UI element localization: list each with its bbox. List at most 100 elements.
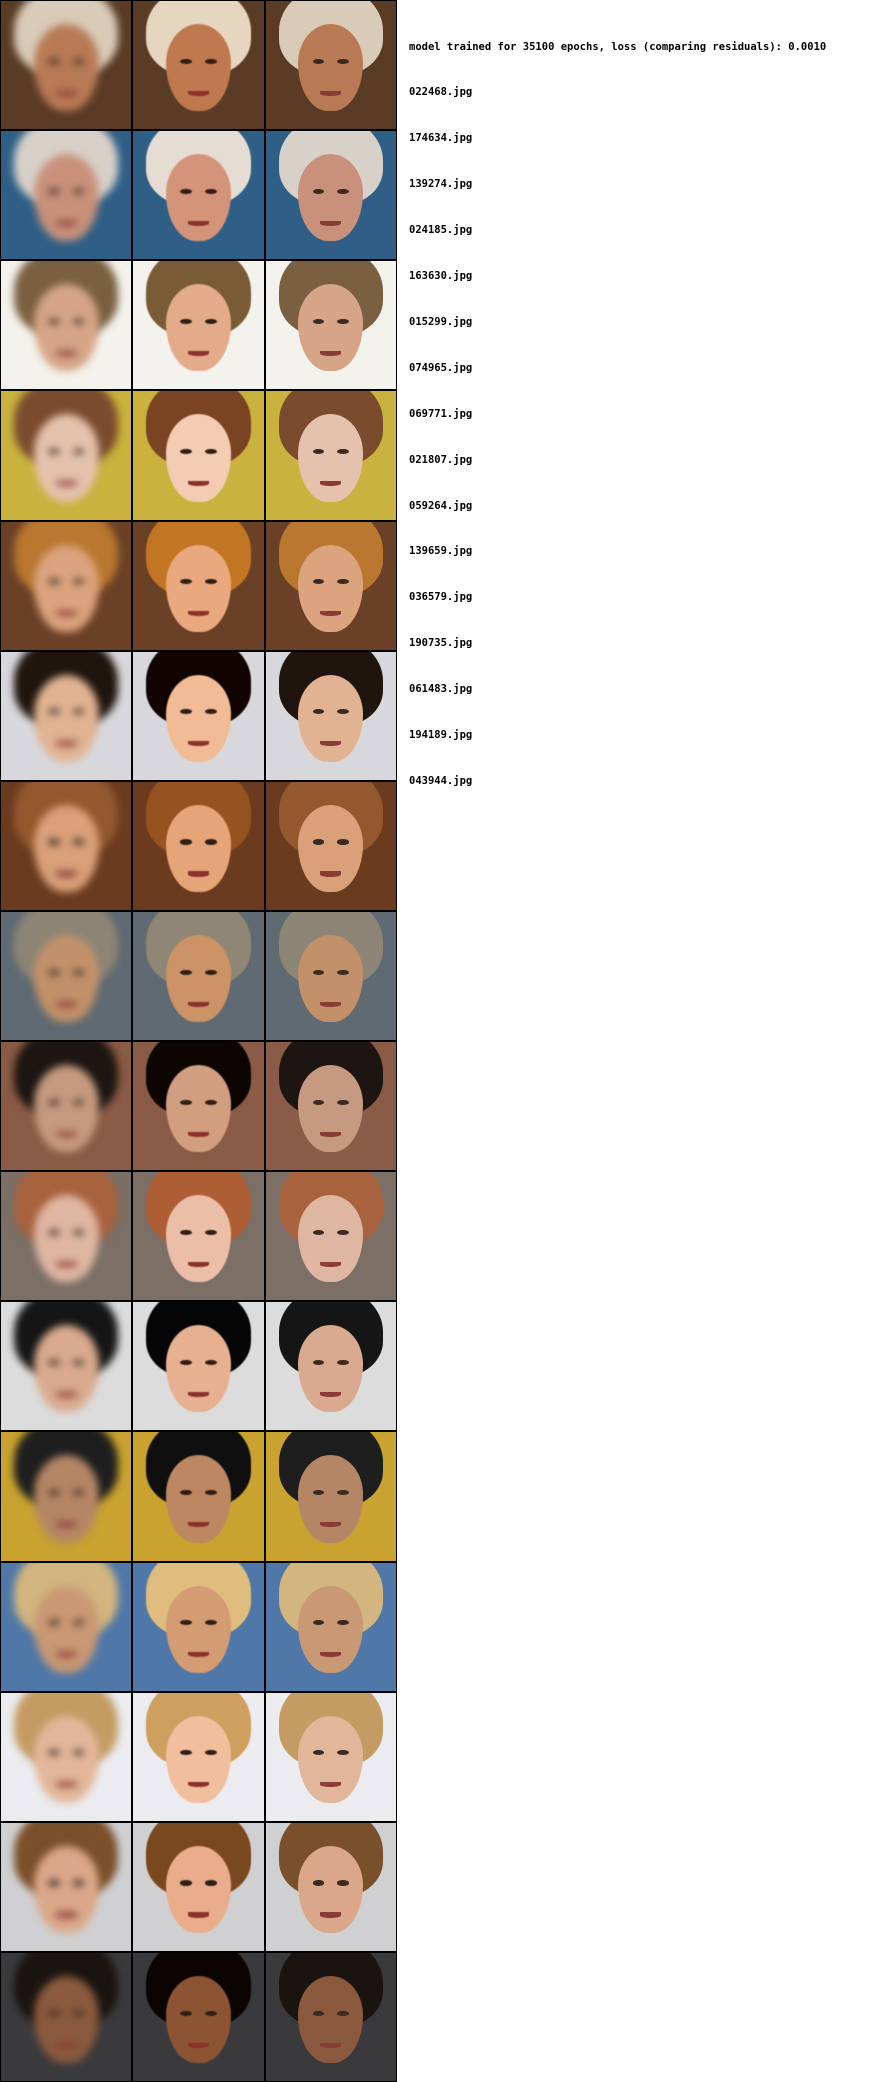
face-region — [165, 154, 232, 242]
face-region — [33, 1455, 99, 1543]
eye-left — [47, 1620, 60, 1626]
eye-right — [205, 188, 217, 194]
mouth — [55, 350, 77, 357]
eye-left — [180, 318, 192, 325]
eye-right — [205, 1750, 217, 1756]
mouth — [55, 481, 77, 487]
face-region — [165, 674, 232, 762]
eye-left — [47, 709, 60, 715]
mouth — [320, 1782, 342, 1788]
mouth — [320, 1912, 342, 1918]
face-image-blur — [1, 1692, 132, 1821]
eye-left — [312, 1229, 325, 1235]
face-image-sharp — [265, 1822, 396, 1951]
eye-right — [72, 1359, 85, 1366]
face-region — [165, 1715, 232, 1803]
face-region — [33, 24, 99, 112]
face-image-mid — [133, 781, 264, 910]
face-region — [165, 414, 232, 502]
eye-right — [72, 839, 85, 845]
eye-right — [337, 579, 350, 585]
face-region — [33, 1195, 99, 1283]
mouth — [188, 350, 209, 357]
face-image-mid — [133, 1562, 264, 1691]
eye-right — [205, 1099, 217, 1105]
eye-left — [312, 709, 325, 715]
mouth — [320, 1261, 342, 1267]
eye-left — [47, 579, 60, 585]
eye-right — [72, 1229, 85, 1235]
eye-right — [337, 318, 350, 325]
face-image-sharp — [265, 1952, 396, 2081]
eye-left — [47, 1359, 60, 1366]
face-image-sharp — [265, 261, 396, 390]
log-filename: 015299.jpg — [409, 315, 473, 328]
eye-left — [47, 188, 60, 194]
mouth — [320, 1131, 342, 1137]
mouth — [55, 1782, 77, 1788]
mouth — [188, 1391, 209, 1398]
mouth — [320, 741, 342, 747]
mouth — [320, 481, 342, 487]
mouth — [55, 90, 77, 96]
eye-right — [72, 969, 85, 975]
face-region — [165, 1845, 232, 1933]
mouth — [320, 1391, 342, 1398]
mouth — [320, 2042, 342, 2048]
log-header: model trained for 35100 epochs, loss (co… — [409, 40, 827, 53]
face-image-sharp — [265, 521, 396, 650]
eye-right — [72, 188, 85, 194]
eye-right — [72, 579, 85, 585]
face-region — [33, 1065, 99, 1153]
mouth — [320, 611, 342, 617]
eye-left — [312, 449, 325, 455]
eye-left — [180, 1099, 192, 1105]
eye-right — [205, 709, 217, 715]
eye-left — [312, 839, 325, 845]
eye-left — [312, 1359, 325, 1366]
eye-left — [180, 1750, 192, 1756]
face-image-sharp — [265, 1432, 396, 1561]
face-image-blur — [1, 1432, 132, 1561]
face-comparison-grid — [0, 0, 397, 2082]
eye-left — [47, 1229, 60, 1235]
face-region — [33, 1715, 99, 1803]
face-region — [165, 1325, 232, 1413]
eye-left — [312, 318, 325, 325]
face-image-blur — [1, 1822, 132, 1951]
eye-left — [180, 579, 192, 585]
eye-right — [72, 318, 85, 325]
eye-right — [205, 1490, 217, 1496]
mouth — [55, 1912, 77, 1918]
face-region — [165, 1065, 232, 1153]
face-image-mid — [133, 1, 264, 130]
face-region — [165, 544, 232, 632]
mouth — [55, 1652, 77, 1658]
mouth — [188, 611, 209, 617]
log-filename: 061483.jpg — [409, 683, 473, 696]
log-filename: 194189.jpg — [409, 728, 473, 741]
eye-right — [337, 188, 350, 194]
face-image-mid — [133, 1042, 264, 1171]
face-image-mid — [133, 391, 264, 520]
face-image-mid — [133, 1952, 264, 2081]
eye-right — [337, 1229, 350, 1235]
eye-right — [337, 1750, 350, 1756]
face-image-mid — [133, 261, 264, 390]
eye-left — [47, 2010, 60, 2016]
face-image-sharp — [265, 131, 396, 260]
face-image-sharp — [265, 1302, 396, 1431]
log-filename: 139659.jpg — [409, 545, 473, 558]
face-region — [298, 1845, 364, 1933]
face-image-blur — [1, 521, 132, 650]
mouth — [188, 2042, 209, 2048]
mouth — [188, 1782, 209, 1788]
eye-left — [47, 1880, 60, 1886]
eye-left — [312, 1880, 325, 1886]
log-filename: 069771.jpg — [409, 407, 473, 420]
eye-left — [180, 188, 192, 194]
eye-right — [72, 709, 85, 715]
face-region — [298, 1325, 364, 1413]
face-image-mid — [133, 651, 264, 780]
eye-left — [312, 58, 325, 64]
